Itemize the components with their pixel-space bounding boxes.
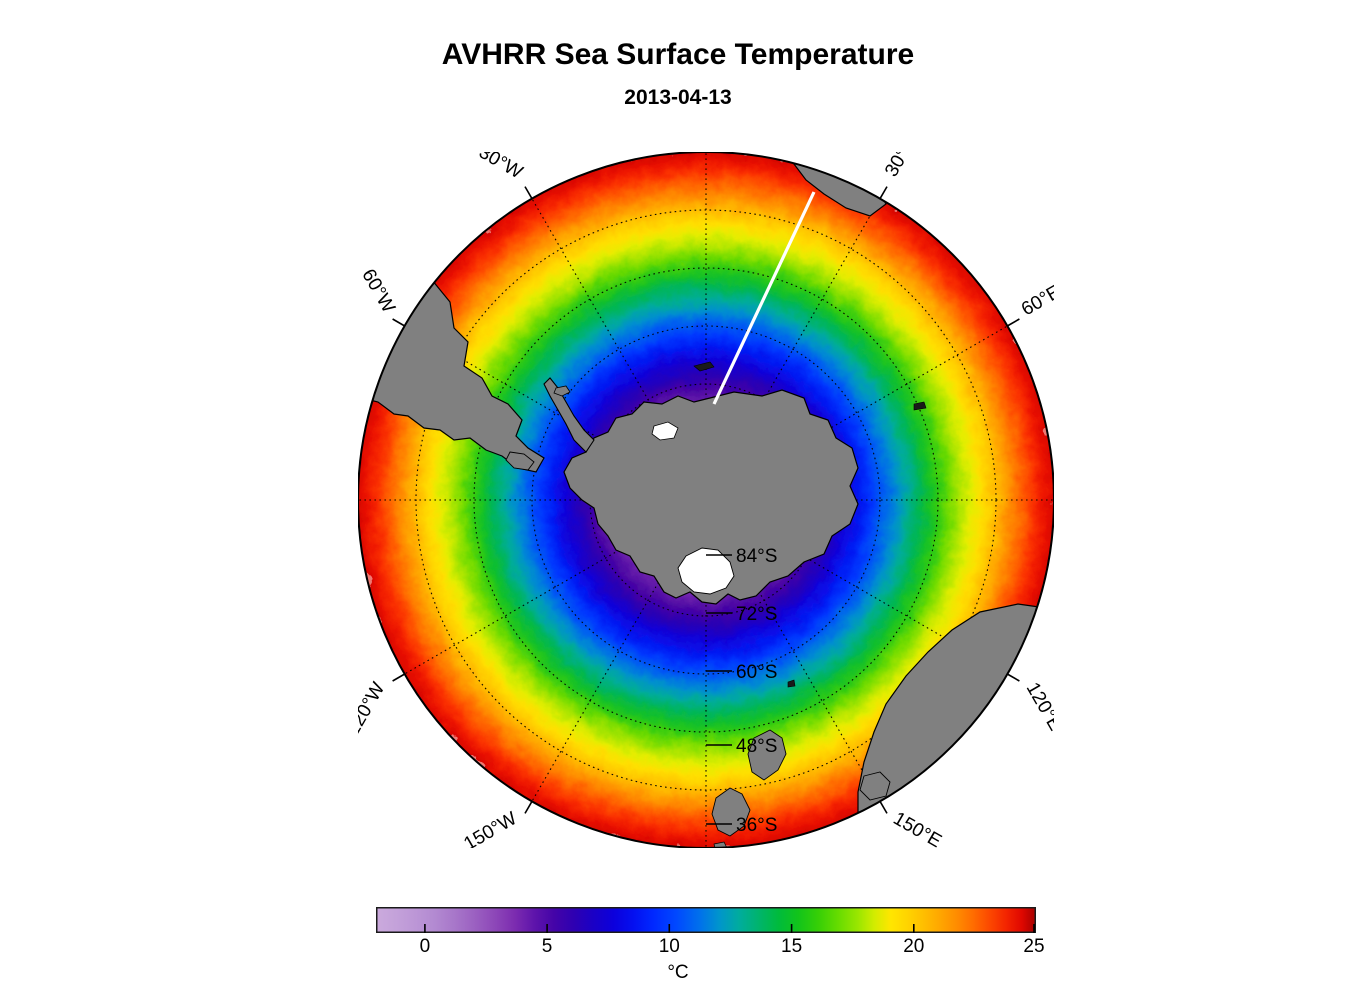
latitude-label-text: 72°S bbox=[736, 604, 777, 625]
colorbar-tick-0: 0 bbox=[419, 936, 431, 957]
kerguelen-island bbox=[913, 401, 927, 411]
colorbar-tick-10: 10 bbox=[658, 936, 680, 957]
lon-label-120W: 120°W bbox=[358, 673, 406, 739]
lat-label-72S: 72°S bbox=[706, 604, 777, 625]
colorbar-tick-15: 15 bbox=[781, 936, 803, 957]
lon-label-120E: 120°E bbox=[1006, 673, 1054, 735]
latitude-label-group: 84°S 72°S 60°S 48°S 36°S bbox=[706, 546, 777, 836]
colorbar-unit-label: °C bbox=[667, 962, 689, 983]
latitude-label-text: 60°S bbox=[736, 662, 777, 683]
latitude-label-text: 36°S bbox=[736, 815, 777, 836]
falkland-islands bbox=[553, 385, 571, 397]
antarctic-peninsula bbox=[543, 377, 595, 453]
colorbar-tick-5: 5 bbox=[541, 936, 553, 957]
colorbar-tick-labels: 0 5 10 15 20 25 bbox=[376, 936, 1045, 960]
longitude-label-text: 60°E bbox=[1018, 281, 1054, 320]
lat-label-60S: 60°S bbox=[706, 662, 777, 683]
figure-subtitle: 2013-04-13 bbox=[624, 86, 732, 109]
tasmania-island bbox=[859, 771, 891, 801]
macquarie-island bbox=[787, 679, 796, 688]
longitude-label-text: 30°E bbox=[881, 152, 920, 181]
colorbar-tick-25: 25 bbox=[1023, 936, 1045, 957]
lat-label-48S: 48°S bbox=[706, 736, 777, 757]
longitude-label-text: 150°W bbox=[460, 808, 520, 848]
ross-ice-shelf bbox=[677, 547, 735, 595]
south-georgia-island bbox=[693, 361, 715, 372]
new-zealand-north-island bbox=[747, 729, 787, 781]
lon-label-60W: 60°W bbox=[358, 266, 406, 327]
lat-label-84S: 84°S bbox=[706, 546, 777, 567]
antarctica-landmass bbox=[563, 389, 859, 605]
longitude-label-text: 60°W bbox=[358, 266, 399, 317]
lon-label-30W: 30°W bbox=[475, 152, 533, 200]
page-title: AVHRR Sea Surface Temperature bbox=[441, 38, 915, 71]
lon-label-150W: 150°W bbox=[460, 800, 533, 848]
lon-label-150E: 150°E bbox=[879, 800, 946, 848]
lon-label-30E: 30°E bbox=[879, 152, 920, 200]
colorbar-tick-20: 20 bbox=[903, 936, 925, 957]
longitude-label-text: 150°E bbox=[890, 808, 946, 848]
latitude-label-text: 84°S bbox=[736, 546, 777, 567]
swath-data-gap bbox=[712, 191, 816, 405]
latitude-label-text: 48°S bbox=[736, 736, 777, 757]
lat-label-36S: 36°S bbox=[706, 815, 777, 836]
sst-map[interactable]: 84°S 72°S 60°S 48°S 36°S bbox=[358, 152, 1054, 848]
tierra-del-fuego bbox=[505, 451, 535, 471]
filchner-ice-shelf bbox=[651, 421, 679, 441]
longitude-label-text: 30°W bbox=[475, 152, 526, 183]
colorbar[interactable] bbox=[376, 907, 1036, 933]
longitude-label-text: 120°W bbox=[358, 679, 389, 739]
longitude-label-text: 120°E bbox=[1022, 679, 1054, 735]
lon-label-60E: 60°E bbox=[1006, 281, 1054, 327]
